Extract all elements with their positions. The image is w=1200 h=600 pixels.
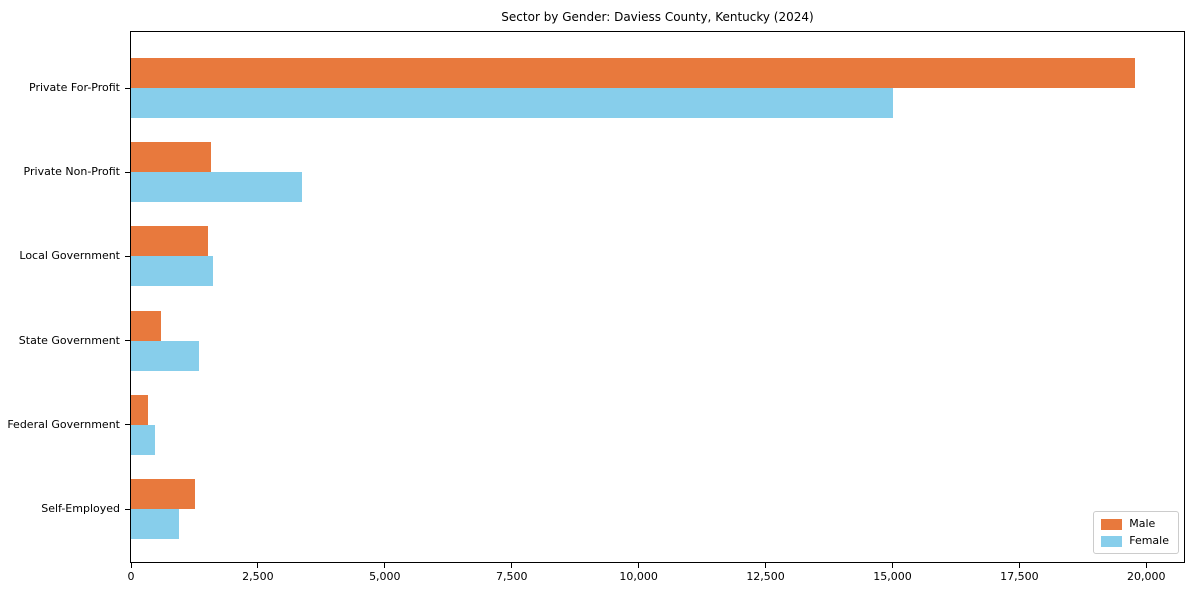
legend-item-male: Male	[1101, 518, 1169, 530]
bar-male-4	[131, 394, 148, 425]
legend: Male Female	[1093, 511, 1179, 554]
legend-label-female: Female	[1129, 534, 1169, 547]
bar-female-2	[131, 256, 214, 287]
legend-label-male: Male	[1129, 517, 1156, 530]
x-axis-tick	[257, 562, 259, 568]
plot-area: Male Female	[125, 31, 1185, 568]
bar-male-2	[131, 226, 209, 257]
bar-female-5	[131, 509, 180, 540]
y-axis-category-label: Private For-Profit	[29, 81, 120, 94]
x-axis-tick-label: 12,500	[746, 570, 785, 583]
legend-item-female: Female	[1101, 535, 1169, 547]
legend-swatch-female-icon	[1101, 535, 1123, 547]
legend-swatch-male-icon	[1101, 518, 1123, 530]
y-axis-tick	[125, 87, 131, 89]
x-axis-tick-label: 5,000	[369, 570, 401, 583]
y-axis-category-label: State Government	[18, 333, 120, 347]
x-axis-tick	[765, 562, 767, 568]
x-axis-tick-label: 2,500	[242, 570, 274, 583]
y-axis-tick	[125, 171, 131, 173]
x-axis-tick	[638, 562, 640, 568]
y-axis-tick	[125, 255, 131, 257]
bar-female-4	[131, 424, 155, 455]
x-axis-tick-label: 20,000	[1127, 570, 1166, 583]
x-axis-tick	[511, 562, 513, 568]
y-axis-tick	[125, 424, 131, 426]
bar-female-1	[131, 172, 303, 203]
chart-title: Sector by Gender: Daviess County, Kentuc…	[501, 10, 814, 24]
y-axis-category-label: Federal Government	[7, 417, 120, 431]
x-axis-tick	[891, 562, 893, 568]
bar-female-3	[131, 340, 199, 371]
x-axis-tick-label: 0	[127, 570, 135, 583]
y-axis-tick	[125, 508, 131, 510]
bar-male-3	[131, 310, 161, 341]
bar-male-5	[131, 479, 196, 510]
x-axis-tick-label: 10,000	[619, 570, 658, 583]
y-axis-tick	[125, 340, 131, 342]
y-axis-category-label: Private Non-Profit	[23, 165, 120, 179]
bar-female-0	[131, 88, 893, 118]
y-axis-category-label: Local Government	[19, 249, 120, 263]
y-axis-category-label: Self-Employed	[41, 502, 120, 516]
x-axis-tick-label: 7,500	[495, 570, 528, 583]
x-axis-tick-label: 17,500	[1000, 570, 1039, 583]
x-axis-tick	[130, 562, 132, 568]
x-axis-tick	[384, 562, 386, 568]
x-axis-tick-label: 15,000	[873, 570, 912, 583]
x-axis-tick	[1018, 562, 1020, 568]
bar-male-0	[131, 58, 1136, 88]
x-axis-tick	[1145, 562, 1147, 568]
bar-male-1	[131, 142, 212, 173]
